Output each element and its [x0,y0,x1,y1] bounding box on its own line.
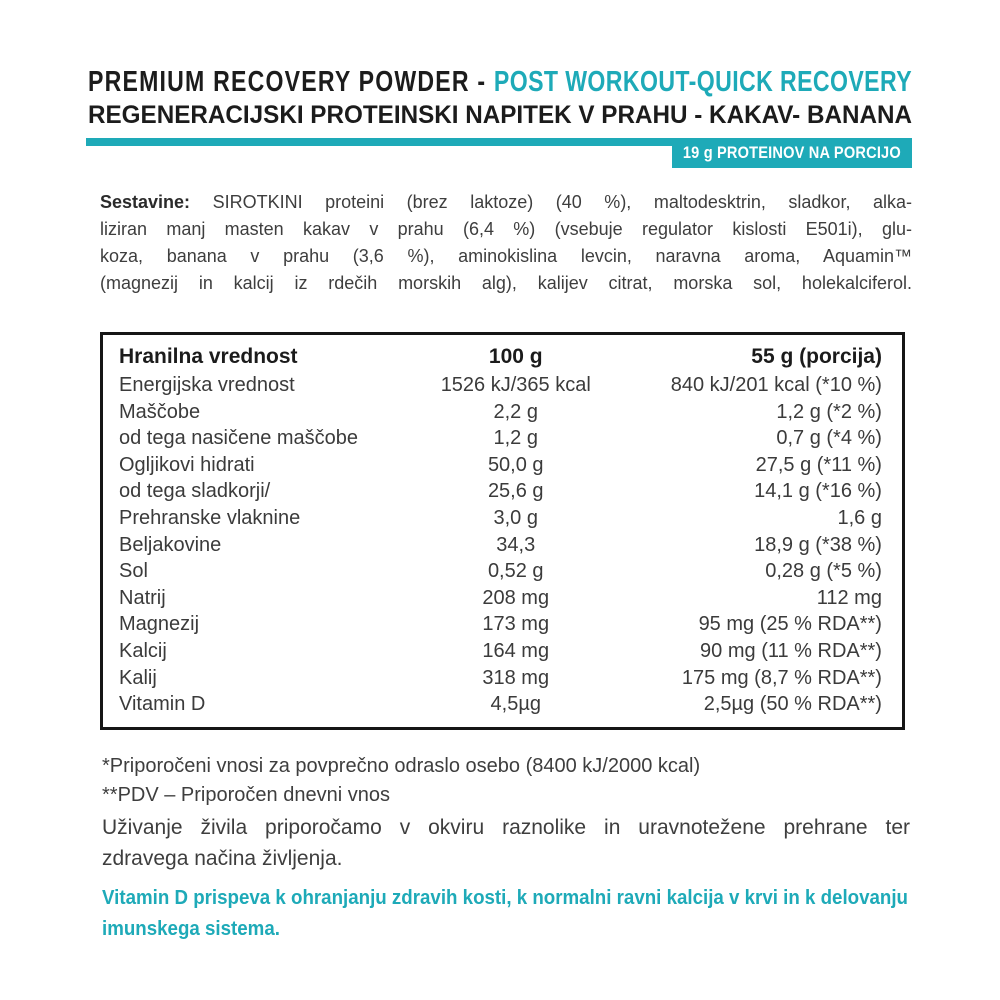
protein-badge-label: 19 g PROTEINOV NA PORCIJO [683,143,901,162]
vitamin-d-claim: Vitamin D prispeva k ohranjanju zdravih … [102,883,910,945]
table-row: Maščobe 2,2 g 1,2 g (*2 %) [119,399,882,426]
table-cell: 0,28 g (*5 %) [765,560,882,583]
product-title-main: PREMIUM RECOVERY POWDER - [88,66,494,98]
product-title-accent: POST WORKOUT-QUICK RECOVERY [493,66,912,98]
table-cell: 34,3 [496,533,536,556]
table-row: Prehranske vlaknine 3,0 g 1,6 g [119,505,882,532]
table-cell: 1,2 g (*2 %) [776,400,882,423]
nutrition-table-body: Energijska vrednost 1526 kJ/365 kcal 840 k… [119,372,882,718]
table-cell: 2,5µg (50 % RDA**) [703,693,882,716]
vitamin-d-claim-line-2: imunskega sistema. [102,918,280,940]
table-cell: 175 mg (8,7 % RDA**) [681,666,882,689]
table-cell: 18,9 g (*38 %) [754,533,882,556]
table-cell: Beljakovine [119,533,222,556]
table-cell: Kalcij [119,639,167,662]
teal-rule [86,138,912,146]
ingredients-paragraph: Sestavine: SIROTKINI proteini (brez lakt… [100,189,912,297]
table-cell: Vitamin D [119,693,206,716]
table-cell: 90 mg (11 % RDA**) [700,639,882,662]
table-cell: 50,0 g [487,453,544,476]
table-row: Magnezij 173 mg 95 mg (25 % RDA**) [119,611,882,638]
footnote-reference-intake: *Priporočeni vnosi za povprečno odraslo … [102,755,701,777]
table-row: Ogljikovi hidrati 50,0 g 27,5 g (*11 %) [119,452,882,479]
table-cell: Natrij [119,586,166,609]
protein-badge: 19 g PROTEINOV NA PORCIJO [672,138,912,168]
table-row: Energijska vrednost 1526 kJ/365 kcal 840 k… [119,372,882,399]
table-cell: 208 mg [482,586,550,609]
table-cell: 1,2 g [493,427,538,450]
table-cell: Sol [119,560,148,583]
table-row: Vitamin D 4,5µg 2,5µg (50 % RDA**) [119,691,882,718]
table-cell: 318 mg [482,666,550,689]
product-title: PREMIUM RECOVERY POWDER - POST WORKOUT-Q… [88,66,1000,99]
advice-line-2: zdravega načina življenja. [102,847,343,870]
vitamin-d-claim-line-1: Vitamin D prispeva k ohranjanju zdravih … [102,887,908,909]
ingredients-line-1-text: SIROTKINI proteini (brez laktoze) (40 %)… [212,192,912,212]
table-cell: Kalij [119,666,157,689]
ingredients-label: Sestavine: [100,192,191,212]
table-row: Natrij 208 mg 112 mg [119,585,882,612]
table-row: Sol 0,52 g 0,28 g (*5 %) [119,558,882,585]
table-cell: 27,5 g (*11 %) [755,453,882,476]
header-col-nutrient: Hranilna vrednost [119,345,298,368]
table-row: od tega nasičene maščobe 1,2 g 0,7 g (*4 %… [119,425,882,452]
table-cell: od tega sladkorji/ [119,480,271,503]
table-cell: 95 mg (25 % RDA**) [698,613,882,636]
table-cell: Maščobe [119,400,201,423]
table-cell: 3,0 g [493,506,538,529]
table-cell: od tega nasičene maščobe [119,427,359,450]
nutrition-table: Hranilna vrednost 100 g 55 g (porcija) E… [100,332,905,730]
table-row: od tega sladkorji/25,6 g 14,1 g (*16 %) [119,478,882,505]
table-cell: 0,52 g [487,560,544,583]
footnote-pdv: **PDV – Priporočen dnevni vnos [102,784,390,806]
table-cell: 25,6 g [487,480,544,503]
table-cell: 1526 kJ/365 kcal [440,374,591,396]
header-col-100g: 100 g [488,345,543,368]
table-row: Kalij 318 mg 175 mg (8,7 % RDA**) [119,665,882,692]
table-cell: Ogljikovi hidrati [119,453,255,476]
table-cell: 4,5µg [490,693,541,716]
advice-line-1: Uživanje živila priporočamo v okviru raz… [102,816,910,839]
table-cell: 14,1 g (*16 %) [754,480,882,503]
nutrition-table-header: Hranilna vrednost 100 g 55 g (porcija) [119,342,882,372]
ingredients-line-1: Sestavine: SIROTKINI proteini (brez lakt… [100,189,912,216]
table-cell: 112 mg [816,586,882,609]
product-title-secondary-text: REGENERACIJSKI PROTEINSKI NAPITEK V PRAH… [88,101,912,129]
table-cell: 1,6 g [837,506,882,529]
ingredients-line-3: koza, banana v prahu (3,6 %), aminokisli… [100,246,912,266]
footnotes: *Priporočeni vnosi za povprečno odraslo … [102,752,910,810]
table-cell: Magnezij [119,613,200,636]
table-cell: Energijska vrednost [119,374,295,396]
table-cell: 840 kJ/201 kcal (*10 %) [670,374,882,396]
ingredients-line-4: (magnezij in kalcij iz rdečih morskih al… [100,273,912,293]
table-row: Kalcij 164 mg 90 mg (11 % RDA**) [119,638,882,665]
ingredients-line-2: liziran manj masten kakav v prahu (6,4 %… [100,219,912,239]
table-row: Beljakovine 34,3 18,9 g (*38 %) [119,532,882,559]
table-cell: Prehranske vlaknine [119,506,301,529]
table-cell: 0,7 g (*4 %) [776,427,882,450]
advice-text: Uživanje živila priporočamo v okviru raz… [102,812,910,874]
table-cell: 173 mg [482,613,550,636]
table-cell: 2,2 g [493,400,538,423]
header-col-serving: 55 g (porcija) [751,345,882,368]
table-cell: 164 mg [482,639,550,662]
product-title-secondary: REGENERACIJSKI PROTEINSKI NAPITEK V PRAH… [88,101,938,130]
